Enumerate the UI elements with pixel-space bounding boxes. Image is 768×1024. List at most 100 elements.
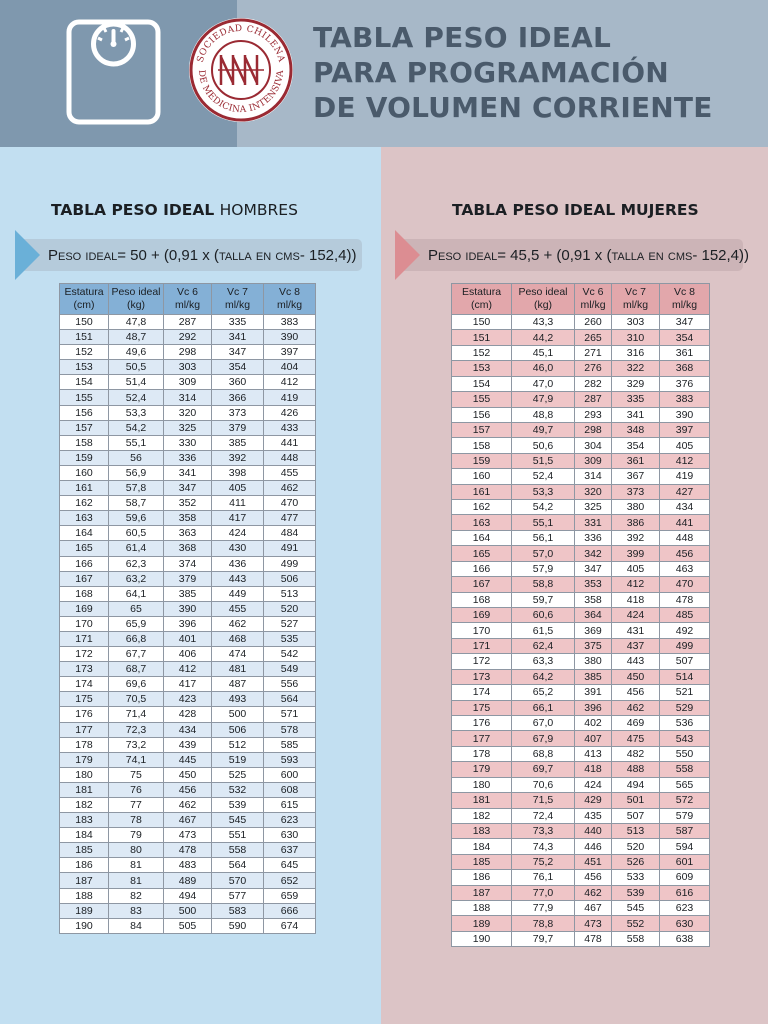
table-cell: 390 [163,600,212,617]
table-cell: 265 [574,329,612,346]
table-row: 186 81 483 564 645 [59,857,316,874]
table-cell: 160 [451,468,512,485]
table-cell: 570 [211,872,264,889]
table-cell: 152 [451,344,512,362]
table-cell: 65,2 [511,684,575,701]
table-cell: 455 [263,464,316,482]
table-row: 168 59,7 358 418 478 [451,591,710,609]
table-cell: 155 [451,391,512,408]
table-cell: 645 [263,857,316,874]
table-row: 177 67,9 407 475 543 [451,730,710,747]
table-cell: 398 [211,464,264,482]
table-cell: 170 [59,615,109,632]
table-cell: 50,5 [108,359,164,376]
table-row: 164 56,1 336 392 448 [451,529,710,547]
table-cell: 165 [451,545,512,562]
column-header: Estatura (cm) [59,283,109,315]
title-line-2: PARA PROGRAMACIÓN [313,56,669,89]
table-row: 178 68,8 413 482 550 [451,745,710,763]
table-cell: 533 [611,869,660,886]
table-row: 154 51,4 309 360 412 [59,374,316,391]
table-row: 155 52,4 314 366 419 [59,389,316,406]
table-row: 161 53,3 320 373 427 [451,483,710,501]
table-cell: 164 [451,529,512,547]
table-row: 170 61,5 369 431 492 [451,622,710,639]
table-cell: 69,7 [511,761,575,778]
table-cell: 439 [163,736,212,753]
table-cell: 536 [659,714,710,732]
table-cell: 190 [59,917,109,934]
table-cell: 526 [611,853,660,871]
table-cell: 492 [659,622,710,639]
table-cell: 188 [451,900,512,917]
table-cell: 505 [163,917,212,934]
column-header: Peso ideal (kg) [108,283,164,315]
table-cell: 68,7 [108,661,164,678]
women-formula-expression: = 45,5 + (0,91 x ( [497,246,612,264]
table-row: 176 67,0 402 469 536 [451,714,710,732]
table-cell: 462 [211,615,264,632]
table-cell: 183 [59,812,109,829]
table-cell: 369 [574,622,612,639]
table-cell: 448 [659,529,710,547]
table-cell: 71,4 [108,706,164,723]
table-cell: 363 [163,525,212,542]
table-cell: 433 [263,419,316,436]
table-cell: 386 [611,514,660,531]
table-cell: 57,9 [511,560,575,578]
table-row: 163 59,6 358 417 477 [59,510,316,527]
table-cell: 181 [59,781,109,799]
table-cell: 309 [163,374,212,391]
table-cell: 456 [163,781,212,799]
table-cell: 55,1 [108,434,164,451]
women-formula-label: Peso ideal [428,246,498,264]
table-cell: 168 [451,591,512,609]
table-row: 181 76 456 532 608 [59,781,316,799]
table-cell: 178 [451,745,512,763]
table-cell: 361 [659,344,710,362]
table-cell: 608 [263,781,316,799]
table-cell: 83 [108,902,164,919]
table-cell: 440 [574,822,612,840]
table-row: 188 77,9 467 545 623 [451,900,710,917]
table-cell: 507 [611,807,660,824]
table-cell: 164 [59,525,109,542]
table-cell: 176 [451,714,512,732]
table-row: 166 57,9 347 405 463 [451,560,710,578]
table-cell: 51,5 [511,452,575,470]
table-cell: 63,3 [511,653,575,670]
table-cell: 487 [211,676,264,693]
table-cell: 360 [211,374,264,391]
table-cell: 366 [211,389,264,406]
table-cell: 77 [108,796,164,814]
table-cell: 392 [611,529,660,547]
table-row: 159 56 336 392 448 [59,449,316,466]
table-cell: 519 [211,751,264,768]
table-cell: 379 [211,419,264,436]
table-row: 188 82 494 577 659 [59,887,316,904]
table-cell: 383 [263,313,316,331]
table-row: 185 80 478 558 637 [59,842,316,859]
table-cell: 58,7 [108,495,164,512]
table-cell: 48,8 [511,406,575,423]
table-cell: 412 [659,452,710,470]
table-cell: 314 [163,389,212,406]
table-cell: 70,6 [511,776,575,794]
table-cell: 463 [659,560,710,578]
men-arrow-marker [15,230,40,280]
table-cell: 368 [163,540,212,557]
table-cell: 47,9 [511,391,575,408]
table-cell: 67,9 [511,730,575,747]
column-header: Vc 7 ml/kg [211,283,264,315]
table-cell: 374 [163,555,212,572]
table-cell: 577 [211,887,264,904]
table-cell: 330 [163,434,212,451]
table-cell: 314 [574,468,612,485]
table-cell: 43,3 [511,313,575,331]
table-cell: 494 [163,887,212,904]
table-cell: 161 [451,483,512,501]
table-row: 171 66,8 401 468 535 [59,630,316,648]
table-cell: 405 [611,560,660,578]
